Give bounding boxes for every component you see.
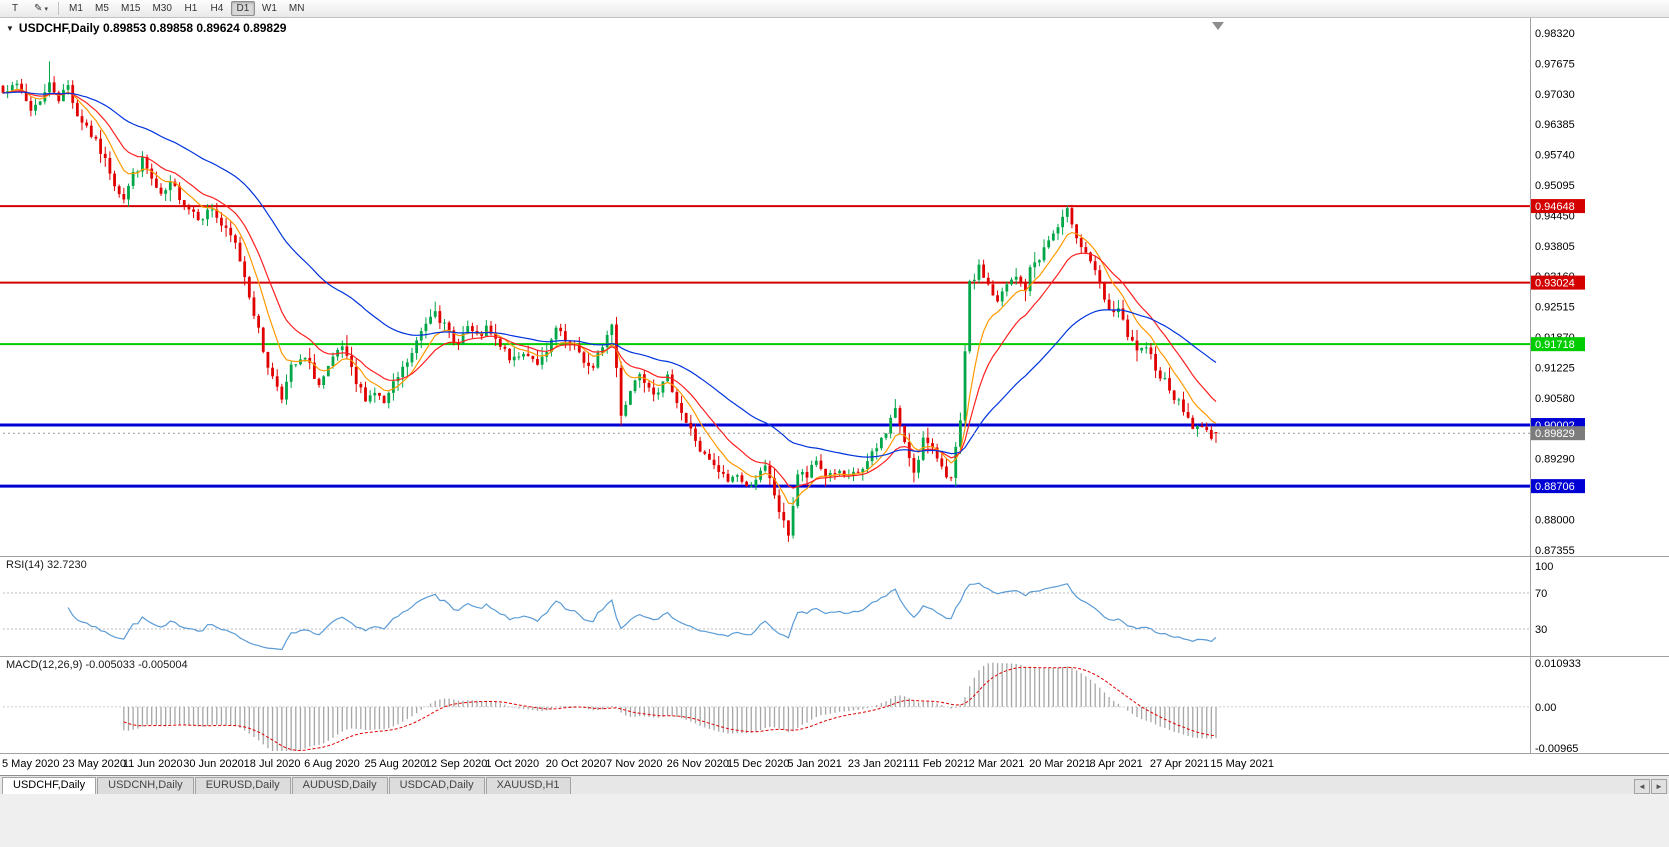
tab-USDCHF-Daily[interactable]: USDCHF,Daily	[2, 777, 97, 794]
timeframe-button-M15[interactable]: M15	[116, 1, 145, 16]
tab-USDCAD-Daily[interactable]: USDCAD,Daily	[388, 777, 485, 794]
svg-text:0.90580: 0.90580	[1535, 393, 1575, 405]
timeframe-button-H4[interactable]: H4	[205, 1, 229, 16]
price-axis-group: 0.98320 0.97675 0.97030 0.96385 0.95740 0.950…	[1535, 28, 1575, 557]
price-chart-canvas[interactable]: 0.98320 0.97675 0.97030 0.96385 0.95740 0.950…	[0, 18, 1669, 775]
moving-averages-group	[2, 88, 1217, 505]
timeframe-button-M5[interactable]: M5	[90, 1, 114, 16]
price-level-badge	[1531, 479, 1585, 494]
draw-tool-dropdown-button[interactable]: ✎ ▾	[29, 1, 53, 16]
svg-text:0.91225: 0.91225	[1535, 362, 1575, 374]
svg-text:0.96385: 0.96385	[1535, 119, 1575, 131]
svg-text:8 Apr 2021: 8 Apr 2021	[1090, 758, 1143, 770]
svg-text:0.95095: 0.95095	[1535, 180, 1575, 192]
support-resistance-lines-group	[0, 205, 1530, 488]
svg-text:0.89829: 0.89829	[1535, 428, 1575, 440]
tabbar-scroll-group: ◄ ►	[1634, 779, 1667, 794]
timeframe-button-M1[interactable]: M1	[64, 1, 88, 16]
tab-USDCNH-Daily[interactable]: USDCNH,Daily	[97, 777, 194, 794]
chart-area[interactable]: 0.98320 0.97675 0.97030 0.96385 0.95740 0.950…	[0, 18, 1669, 775]
svg-text:7 Nov 2020: 7 Nov 2020	[606, 758, 662, 770]
svg-text:15 Dec 2020: 15 Dec 2020	[727, 758, 789, 770]
timeframe-button-H1[interactable]: H1	[179, 1, 203, 16]
pencil-icon: ✎	[34, 3, 43, 14]
tabbar-scroll-right-button[interactable]: ►	[1651, 779, 1667, 794]
svg-text:20 Oct 2020: 20 Oct 2020	[546, 758, 606, 770]
price-level-badge	[1531, 199, 1585, 214]
chart-tabs-group: USDCHF,Daily USDCNH,Daily EURUSD,Daily AUDU…	[2, 776, 572, 794]
timeframe-toolbar: T ✎ ▾ M1 M5 M15 M30 H1 H4 D1 W1 MN	[0, 0, 1669, 18]
EMA-mid-line	[2, 90, 1217, 489]
window-filler	[0, 794, 1669, 847]
tab-XAUUSD-H1[interactable]: XAUUSD,H1	[485, 777, 571, 794]
svg-text:0.94648: 0.94648	[1535, 201, 1575, 213]
price-level-badge	[1531, 275, 1585, 290]
svg-text:11 Jun 2020: 11 Jun 2020	[123, 758, 183, 770]
svg-text:0.00: 0.00	[1535, 702, 1556, 714]
macd-panel-group: 0.010933 0.00 -0.00965	[3, 658, 1581, 755]
svg-text:25 Aug 2020: 25 Aug 2020	[365, 758, 427, 770]
svg-text:0.95740: 0.95740	[1535, 150, 1575, 162]
candles-group	[1, 61, 1218, 542]
EMA-fast-line	[2, 88, 1217, 505]
svg-text:23 May 2020: 23 May 2020	[62, 758, 126, 770]
chevron-down-icon: ▾	[44, 5, 48, 13]
timeframe-button-M30[interactable]: M30	[147, 1, 176, 16]
svg-text:26 Nov 2020: 26 Nov 2020	[667, 758, 729, 770]
svg-text:0.89290: 0.89290	[1535, 454, 1575, 466]
current-price-badge	[1531, 426, 1585, 441]
rsi-panel-group: 100 70 30	[3, 561, 1553, 651]
svg-text:1 Oct 2020: 1 Oct 2020	[485, 758, 539, 770]
svg-text:30 Jun 2020: 30 Jun 2020	[183, 758, 244, 770]
svg-text:0.94450: 0.94450	[1535, 210, 1575, 222]
svg-text:0.98320: 0.98320	[1535, 28, 1575, 40]
svg-text:2 Mar 2021: 2 Mar 2021	[969, 758, 1025, 770]
svg-text:-0.00965: -0.00965	[1535, 743, 1578, 755]
toolbar-separator	[58, 2, 59, 15]
svg-text:11 Feb 2021: 11 Feb 2021	[908, 758, 969, 770]
svg-text:5 Jan 2021: 5 Jan 2021	[787, 758, 841, 770]
svg-text:0.97030: 0.97030	[1535, 89, 1575, 101]
price-badges-group: 0.946480.930240.917180.900020.887060.898…	[1531, 199, 1585, 494]
price-level-badge	[1531, 337, 1585, 352]
macd-signal-line	[123, 666, 1217, 752]
svg-text:0.88000: 0.88000	[1535, 514, 1575, 526]
tab-EURUSD-Daily[interactable]: EURUSD,Daily	[194, 777, 291, 794]
timeframe-button-D1[interactable]: D1	[230, 1, 255, 16]
svg-text:12 Sep 2020: 12 Sep 2020	[425, 758, 487, 770]
panel-borders-group	[0, 18, 1669, 754]
svg-text:0.92515: 0.92515	[1535, 302, 1575, 314]
tabbar-scroll-left-button[interactable]: ◄	[1634, 779, 1650, 794]
svg-text:0.97675: 0.97675	[1535, 58, 1575, 70]
EMA-slow-line	[2, 91, 1217, 458]
templates-button[interactable]: T	[3, 1, 27, 16]
svg-text:0.87355: 0.87355	[1535, 545, 1575, 557]
svg-text:5 May 2020: 5 May 2020	[2, 758, 59, 770]
timeframe-button-W1[interactable]: W1	[257, 1, 282, 16]
timeframe-button-MN[interactable]: MN	[284, 1, 310, 16]
svg-text:6 Aug 2020: 6 Aug 2020	[304, 758, 360, 770]
chart-tabbar: USDCHF,Daily USDCNH,Daily EURUSD,Daily AUDU…	[0, 775, 1669, 794]
svg-text:0.93024: 0.93024	[1535, 278, 1575, 290]
svg-text:0.88706: 0.88706	[1535, 481, 1575, 493]
timeframe-buttons-group: M1 M5 M15 M30 H1 H4 D1 W1 MN	[63, 1, 310, 16]
svg-text:70: 70	[1535, 588, 1547, 600]
chart-shift-marker-icon[interactable]	[1212, 22, 1224, 30]
svg-text:0.91718: 0.91718	[1535, 339, 1575, 351]
svg-text:100: 100	[1535, 561, 1553, 573]
svg-text:18 Jul 2020: 18 Jul 2020	[244, 758, 301, 770]
svg-text:27 Apr 2021: 27 Apr 2021	[1150, 758, 1209, 770]
tab-AUDUSD-Daily[interactable]: AUDUSD,Daily	[291, 777, 388, 794]
svg-text:15 May 2021: 15 May 2021	[1210, 758, 1274, 770]
svg-text:20 Mar 2021: 20 Mar 2021	[1029, 758, 1091, 770]
svg-text:23 Jan 2021: 23 Jan 2021	[848, 758, 909, 770]
svg-text:0.93805: 0.93805	[1535, 241, 1575, 253]
rsi-line	[67, 582, 1217, 651]
svg-text:0.010933: 0.010933	[1535, 658, 1581, 670]
svg-text:30: 30	[1535, 624, 1547, 636]
